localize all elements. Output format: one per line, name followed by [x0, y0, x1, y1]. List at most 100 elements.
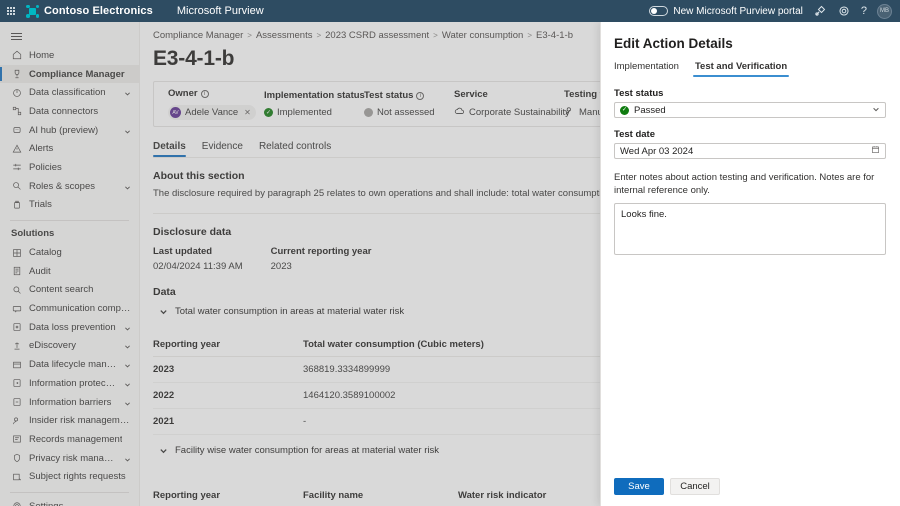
tab-details[interactable]: Details [153, 141, 186, 157]
collapser-total-water-consumption[interactable]: Total water consumption in areas at mate… [153, 300, 900, 323]
home-icon [11, 50, 22, 61]
ediscovery-icon [11, 340, 22, 351]
tabs-divider [153, 157, 886, 158]
sidebar-item-data-classification[interactable]: Data classification [0, 83, 139, 102]
sidebar-item-label: Insider risk management [29, 415, 131, 427]
chevron-down-icon[interactable] [124, 455, 131, 462]
hamburger-icon[interactable] [0, 26, 139, 46]
sidebar-item-audit[interactable]: Audit [0, 262, 139, 281]
sidebar-item-subject-rights-requests[interactable]: Subject rights requests [0, 467, 139, 486]
info-icon[interactable]: i [416, 91, 425, 100]
sidebar-item-settings[interactable]: Settings [0, 497, 139, 506]
nav-divider-2 [10, 492, 129, 494]
communication-icon [11, 303, 22, 314]
sidebar-item-policies[interactable]: Policies [0, 158, 139, 177]
tab-implementation[interactable]: Implementation [614, 61, 679, 72]
sidebar-item-catalog[interactable]: Catalog [0, 243, 139, 262]
sidebar-item-data-loss-prevention[interactable]: Data loss prevention [0, 318, 139, 337]
disclosure-data-title: Disclosure data [153, 226, 232, 239]
tab-evidence[interactable]: Evidence [201, 141, 243, 152]
owner-persona[interactable]: AV Adele Vance ✕ [168, 105, 256, 120]
sidebar-item-data-lifecycle-management[interactable]: Data lifecycle management [0, 355, 139, 374]
sidebar-item-records-management[interactable]: Records management [0, 430, 139, 449]
dlp-icon [11, 322, 22, 333]
chevron-down-icon[interactable] [124, 399, 131, 406]
sidebar-item-content-search[interactable]: Content search [0, 281, 139, 300]
chevron-down-icon[interactable] [124, 324, 131, 331]
sidebar-item-label: Trials [29, 199, 52, 211]
subject-rights-icon [11, 471, 22, 482]
privacy-icon [11, 453, 22, 464]
current-year-label: Current reporting year [270, 246, 372, 258]
tab-test-and-verification[interactable]: Test and Verification [692, 61, 790, 77]
sidebar-item-label: Compliance Manager [29, 68, 125, 80]
sidebar-item-label: Data connectors [29, 105, 99, 117]
sidebar-item-label: Information barriers [29, 396, 112, 408]
catalog-icon [11, 247, 22, 258]
chevron-down-icon[interactable] [124, 361, 131, 368]
current-year-value: 2023 [270, 261, 292, 273]
summary-implementation-label: Implementation status [264, 90, 365, 101]
edit-action-details-panel: Edit Action Details Implementation Test … [600, 22, 900, 506]
info-icon[interactable]: i [200, 89, 209, 98]
testing-type-value: Manual [579, 107, 611, 118]
breadcrumb-item[interactable]: Water consumption [441, 30, 524, 41]
sidebar-item-privacy-risk-management[interactable]: Privacy risk management [0, 449, 139, 468]
test-date-label: Test date [614, 129, 656, 140]
breadcrumb-item[interactable]: 2023 CSRD assessment [325, 30, 430, 41]
save-button[interactable]: Save [614, 478, 664, 495]
classification-icon [11, 87, 22, 98]
chevron-down-icon[interactable] [124, 183, 131, 190]
tab-related-controls[interactable]: Related controls [258, 141, 332, 152]
close-icon[interactable]: ✕ [244, 108, 251, 117]
sidebar-item-communication-compliance[interactable]: Communication compliance [0, 299, 139, 318]
toggle-switch[interactable] [649, 6, 669, 16]
chevron-down-icon[interactable] [124, 127, 131, 134]
implementation-status-value: Implemented [277, 107, 332, 118]
column-header: Facility name [303, 484, 458, 506]
avatar[interactable]: MB [877, 3, 892, 19]
sidebar-item-data-connectors[interactable]: Data connectors [0, 102, 139, 121]
chevron-down-icon[interactable] [872, 105, 880, 116]
test-status-select[interactable]: Passed [614, 102, 886, 118]
sidebar-item-compliance-manager[interactable]: Compliance Manager [0, 64, 139, 84]
chevron-down-icon[interactable] [124, 380, 131, 387]
calendar-icon[interactable] [871, 145, 880, 157]
summary-service: Service Corporate Sustainability [454, 82, 570, 126]
sidebar-item-roles-scopes[interactable]: Roles & scopes [0, 177, 139, 196]
chevron-down-icon[interactable] [124, 342, 131, 350]
ai-hub-icon [11, 125, 22, 136]
sidebar-item-home[interactable]: Home [0, 46, 139, 65]
notes-textarea[interactable]: Looks fine. [614, 202, 886, 255]
breadcrumb-separator: > [527, 31, 533, 40]
collapser-facility-wise-consumption[interactable]: Facility wise water consumption for area… [153, 439, 900, 462]
person-settings-icon [564, 106, 575, 120]
sidebar-item-insider-risk-management[interactable]: Insider risk management [0, 411, 139, 430]
summary-testing-type-label: Testing type [564, 88, 620, 100]
chevron-down-icon[interactable] [124, 89, 131, 96]
brand[interactable]: Contoso Electronics [26, 4, 153, 18]
gear-icon[interactable] [837, 4, 851, 18]
connectors-icon [11, 106, 22, 117]
breadcrumb-separator: > [316, 31, 322, 40]
summary-test-status: Test status i Not assessed [364, 82, 454, 126]
breadcrumb-item[interactable]: Assessments [255, 30, 313, 41]
sidebar-item-ai-hub[interactable]: AI hub (preview) [0, 121, 139, 140]
sidebar-item-label: Alerts [29, 143, 54, 155]
sidebar-item-ediscovery[interactable]: eDiscovery [0, 337, 139, 356]
test-date-input[interactable]: Wed Apr 03 2024 [614, 143, 886, 159]
breadcrumb-separator: > [247, 31, 252, 40]
breadcrumb-current: E3-4-1-b [536, 30, 573, 41]
diagnostics-icon[interactable] [813, 4, 827, 18]
sidebar-item-label: Roles & scopes [29, 180, 96, 192]
cancel-button[interactable]: Cancel [670, 478, 720, 495]
breadcrumb-item[interactable]: Compliance Manager [153, 30, 244, 41]
sidebar-item-information-barriers[interactable]: Information barriers [0, 393, 139, 412]
sidebar-item-information-protection[interactable]: Information protection [0, 374, 139, 393]
help-icon[interactable]: ? [860, 5, 867, 17]
app-launcher-icon[interactable] [0, 0, 22, 22]
sidebar-item-trials[interactable]: Trials [0, 196, 139, 215]
sidebar-nav: Home Compliance Manager Data classificat… [0, 22, 140, 506]
sidebar-item-alerts[interactable]: Alerts [0, 139, 139, 158]
new-portal-toggle[interactable]: New Microsoft Purview portal [649, 6, 803, 17]
